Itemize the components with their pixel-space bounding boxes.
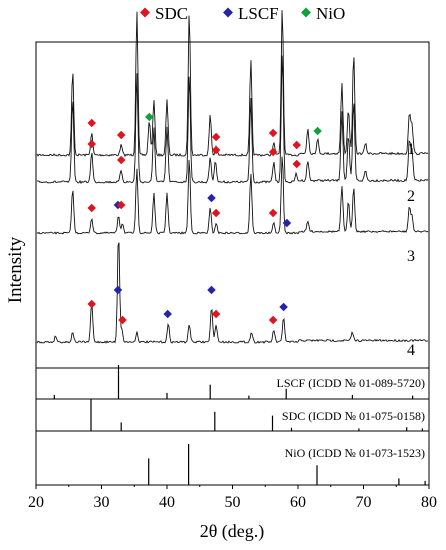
spectrum-line-3 <box>36 156 429 235</box>
spectrum-line-4 <box>36 242 428 344</box>
phase-marker-lscf-4-4 <box>207 285 216 295</box>
series-label-4: 4 <box>407 342 415 359</box>
reference-label-sdc: SDC (ICDD № 01-075-0158) <box>282 409 425 423</box>
reference-label-nio: NiO (ICDD № 01-073-1523) <box>285 446 425 460</box>
reference-panel-nio: NiO (ICDD № 01-073-1523) <box>35 430 430 486</box>
phase-marker-sdc-4-2 <box>118 315 127 325</box>
phase-marker-sdc-1-4 <box>268 128 278 138</box>
phase-markers <box>87 112 322 325</box>
x-tick-label-60: 60 <box>290 494 306 511</box>
spectra-group <box>36 10 429 344</box>
x-axis-label: 2θ (deg.) <box>200 521 265 542</box>
x-tick-label-80: 80 <box>421 494 437 511</box>
phase-marker-nio-1-6 <box>313 126 322 136</box>
phase-marker-lscf-3-6 <box>282 218 292 228</box>
x-tick-label-50: 50 <box>225 494 241 511</box>
series-label-3: 3 <box>407 248 415 265</box>
phase-marker-sdc-2-0 <box>87 139 96 149</box>
legend-label-lscf: LSCF <box>238 4 279 23</box>
phase-marker-sdc-2-4 <box>292 159 301 169</box>
series-labels: 1 2 3 4 <box>407 141 415 359</box>
x-tick-label-40: 40 <box>159 494 175 511</box>
phase-marker-sdc-4-6 <box>268 315 278 325</box>
reference-lines-nio <box>148 444 426 485</box>
series-label-1: 1 <box>407 141 415 158</box>
legend-item-nio: NiO <box>301 4 345 23</box>
phase-marker-sdc-1-0 <box>87 118 96 128</box>
legend-label-sdc: SDC <box>155 4 188 23</box>
spectrum-line-2 <box>37 55 429 185</box>
x-tick-label-30: 30 <box>94 494 110 511</box>
phase-marker-sdc-2-1 <box>116 155 126 165</box>
phase-marker-sdc-2-2 <box>211 145 221 155</box>
phase-marker-sdc-3-2 <box>116 200 126 210</box>
phase-marker-lscf-4-3 <box>163 309 172 319</box>
x-axis: 20 30 40 50 60 70 80 <box>28 485 437 511</box>
legend-marker-nio <box>301 7 311 18</box>
phase-marker-sdc-4-5 <box>211 309 221 319</box>
phase-marker-sdc-2-3 <box>268 147 278 157</box>
x-tick-label-70: 70 <box>356 494 372 511</box>
phase-marker-sdc-4-0 <box>87 299 96 309</box>
y-axis-label: Intensity <box>5 236 26 303</box>
reference-label-lscf: LSCF (ICDD № 01-089-5720) <box>277 376 425 390</box>
x-tick-label-20: 20 <box>28 494 44 511</box>
phase-marker-sdc-1-1 <box>116 130 126 140</box>
phase-marker-sdc-3-4 <box>211 208 221 218</box>
phase-marker-sdc-1-3 <box>211 132 221 142</box>
main-panel: 1 2 3 4 <box>35 10 430 369</box>
phase-marker-nio-1-2 <box>145 112 154 122</box>
reference-lines-lscf <box>53 365 414 399</box>
reference-panel-sdc: SDC (ICDD № 01-075-0158) <box>35 398 430 432</box>
phase-marker-sdc-1-5 <box>292 140 301 150</box>
phase-marker-lscf-4-7 <box>279 302 288 312</box>
reference-panel-lscf: LSCF (ICDD № 01-089-5720) <box>35 365 430 400</box>
phase-marker-lscf-4-1 <box>113 285 123 295</box>
main-panel-frame <box>35 41 430 369</box>
legend-label-nio: NiO <box>316 4 345 23</box>
legend-marker-lscf <box>223 7 233 18</box>
legend-marker-sdc <box>140 7 150 18</box>
series-label-2: 2 <box>407 188 415 205</box>
legend: SDC LSCF NiO <box>140 4 345 23</box>
reference-lines-sdc <box>90 399 423 431</box>
phase-marker-sdc-3-0 <box>87 203 96 213</box>
spectrum-line-1 <box>36 10 429 158</box>
phase-marker-lscf-3-3 <box>207 193 216 203</box>
legend-item-sdc: SDC <box>140 4 188 23</box>
legend-item-lscf: LSCF <box>223 4 279 23</box>
phase-marker-sdc-3-5 <box>268 208 278 218</box>
